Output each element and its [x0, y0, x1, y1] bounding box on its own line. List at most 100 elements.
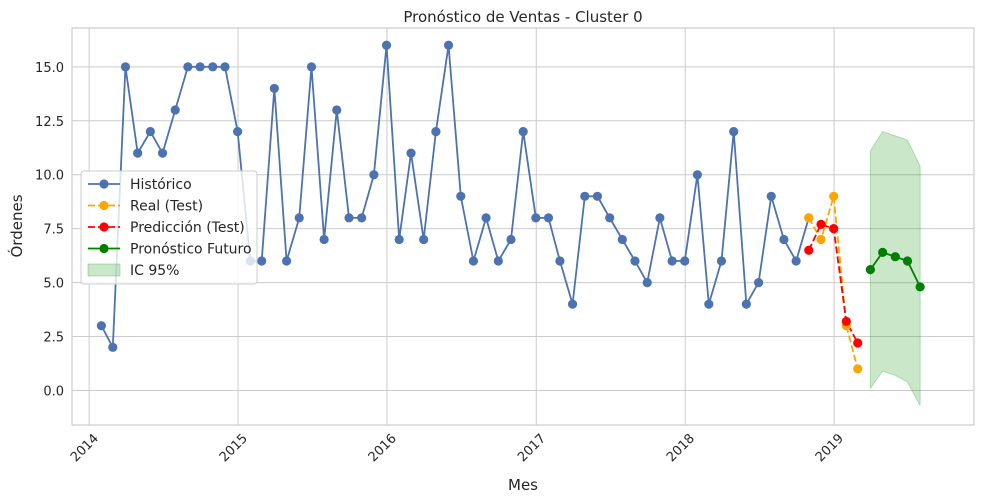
legend-entry-label: Real (Test) — [130, 199, 203, 215]
x-tick-label: 2018 — [664, 431, 698, 465]
data-point-series-0 — [791, 256, 801, 266]
data-point-series-0 — [257, 256, 267, 266]
data-point-series-1 — [853, 364, 863, 374]
data-point-series-0 — [766, 191, 776, 201]
data-point-series-0 — [108, 342, 118, 352]
data-point-series-0 — [269, 83, 279, 94]
data-point-series-0 — [419, 234, 429, 245]
data-point-series-2 — [829, 224, 839, 234]
x-tick-label: 2015 — [217, 431, 251, 465]
data-point-series-0 — [157, 148, 168, 158]
data-point-series-0 — [183, 62, 193, 72]
confidence-band-area — [869, 130, 921, 406]
data-point-series-0 — [319, 234, 329, 245]
series-line-1 — [807, 195, 859, 370]
data-point-series-0 — [667, 256, 677, 266]
legend-swatch-patch — [87, 263, 121, 277]
data-point-series-2 — [816, 219, 826, 229]
data-point-series-0 — [369, 170, 379, 180]
legend-entry-label: Histórico — [130, 177, 192, 193]
legend-box — [80, 170, 258, 285]
data-point-series-0 — [543, 213, 554, 223]
data-point-series-2 — [853, 338, 863, 348]
data-point-series-0 — [306, 62, 317, 72]
legend: Histórico Real (Test) Predicción (Test) Pro… — [80, 170, 258, 285]
data-point-series-3 — [890, 252, 900, 262]
data-point-series-0 — [294, 213, 304, 223]
data-point-series-0 — [281, 256, 292, 266]
series-line-0 — [100, 44, 810, 349]
data-point-series-0 — [630, 256, 640, 266]
data-point-series-0 — [655, 213, 665, 223]
chart-title: Pronóstico de Ventas - Cluster 0 — [403, 8, 642, 26]
data-point-series-0 — [381, 40, 392, 50]
data-point-series-0 — [779, 234, 789, 245]
data-point-series-0 — [580, 191, 590, 201]
data-point-series-0 — [741, 299, 751, 309]
legend-entry-label: Predicción (Test) — [130, 220, 245, 236]
data-point-series-0 — [518, 126, 528, 137]
data-point-series-0 — [394, 234, 404, 245]
data-point-series-0 — [133, 148, 143, 158]
data-point-series-2 — [841, 316, 851, 327]
data-point-series-0 — [531, 213, 541, 223]
data-point-series-0 — [120, 62, 131, 72]
y-tick-label: 5.0 — [43, 277, 64, 292]
data-point-series-0 — [406, 148, 416, 158]
legend-swatch-marker — [99, 243, 109, 254]
data-point-series-0 — [481, 213, 491, 223]
data-point-series-1 — [816, 234, 826, 245]
data-point-series-0 — [567, 299, 578, 309]
data-point-series-0 — [233, 126, 243, 137]
y-tick-label: 0.0 — [43, 384, 64, 399]
data-point-series-0 — [96, 321, 106, 331]
data-point-series-3 — [902, 256, 913, 266]
data-point-series-3 — [915, 282, 925, 292]
data-point-series-0 — [357, 213, 367, 223]
data-point-series-0 — [753, 277, 764, 288]
y-axis-ticks: 0.0 2.5 5.0 7.5 10.0 12.5 15.0 — [35, 61, 64, 400]
data-point-series-3 — [865, 265, 875, 275]
x-axis-label: Mes — [508, 476, 538, 494]
x-tick-label: 2016 — [366, 431, 400, 465]
data-point-series-0 — [692, 170, 703, 180]
x-tick-label: 2017 — [515, 431, 549, 465]
legend-swatch-marker — [99, 179, 109, 189]
confidence-band — [869, 130, 921, 406]
data-point-series-0 — [704, 299, 714, 309]
data-point-series-0 — [208, 62, 218, 72]
data-point-series-0 — [344, 213, 354, 223]
data-point-series-0 — [468, 256, 479, 266]
y-tick-label: 10.0 — [35, 169, 64, 184]
x-tick-label: 2014 — [68, 431, 102, 465]
data-point-series-0 — [493, 256, 503, 266]
data-point-series-0 — [431, 126, 441, 137]
data-point-series-0 — [555, 256, 565, 266]
data-point-series-0 — [332, 105, 342, 115]
data-point-series-1 — [829, 191, 839, 201]
data-point-series-2 — [804, 245, 814, 255]
data-point-series-0 — [170, 105, 180, 115]
data-point-series-0 — [617, 234, 627, 245]
y-tick-label: 15.0 — [35, 61, 64, 76]
legend-swatch-marker — [99, 200, 109, 211]
data-point-series-0 — [220, 62, 230, 72]
data-point-series-0 — [592, 191, 603, 201]
data-point-series-0 — [145, 126, 155, 137]
series-markers — [96, 40, 925, 374]
data-point-series-3 — [878, 247, 888, 257]
data-point-series-0 — [716, 256, 727, 266]
y-tick-label: 2.5 — [43, 331, 64, 346]
data-point-series-0 — [443, 40, 454, 50]
y-tick-label: 12.5 — [35, 115, 64, 130]
y-axis-label: Órdenes — [7, 194, 26, 257]
y-tick-label: 7.5 — [43, 223, 64, 238]
legend-entry-label: IC 95% — [130, 263, 179, 279]
plot-frame — [71, 27, 975, 426]
data-point-series-0 — [195, 62, 205, 72]
data-point-series-1 — [804, 213, 814, 223]
x-tick-label: 2019 — [813, 431, 847, 465]
x-axis-ticks: 2014 2015 2016 2017 2018 2019 — [68, 431, 847, 465]
legend-entry-label: Pronóstico Futuro — [130, 242, 252, 258]
